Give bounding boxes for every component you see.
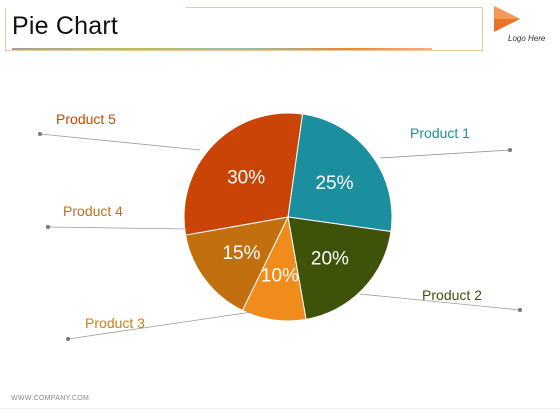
pie-percent-label: 10% [261,266,299,287]
category-label: Product 5 [56,111,116,127]
callout-dot [46,225,50,229]
logo-text: Logo Here [508,34,546,43]
category-label: Product 3 [85,315,145,331]
callout-line [359,293,521,311]
callout-line [47,226,188,230]
pie-slice-product-1 [287,113,393,233]
footer-url: WWW.COMPANY.COM [11,395,90,402]
callout-line [67,311,253,340]
callout-line [379,149,511,159]
title-frame [5,7,483,51]
pie-slice-product-2 [287,216,392,320]
pie-percent-label: 30% [227,168,265,189]
category-label: Product 2 [422,287,482,303]
pie-slice-product-5 [183,112,304,236]
pie-percent-label: 25% [315,173,353,194]
pie-percent-label: 20% [311,248,349,269]
callout-line [39,133,201,151]
category-label: Product 4 [63,203,123,219]
pie-slice-product-4 [185,216,289,312]
callout-dot [38,132,42,136]
bottom-divider [0,408,560,409]
callout-dot [508,148,512,152]
page-title: Pie Chart [12,12,119,40]
callout-dot [518,308,522,312]
pie-percent-label: 15% [222,243,260,264]
logo-icon [494,6,520,32]
callout-dot [66,337,70,341]
title-underline [12,48,432,50]
category-label: Product 1 [410,125,470,141]
